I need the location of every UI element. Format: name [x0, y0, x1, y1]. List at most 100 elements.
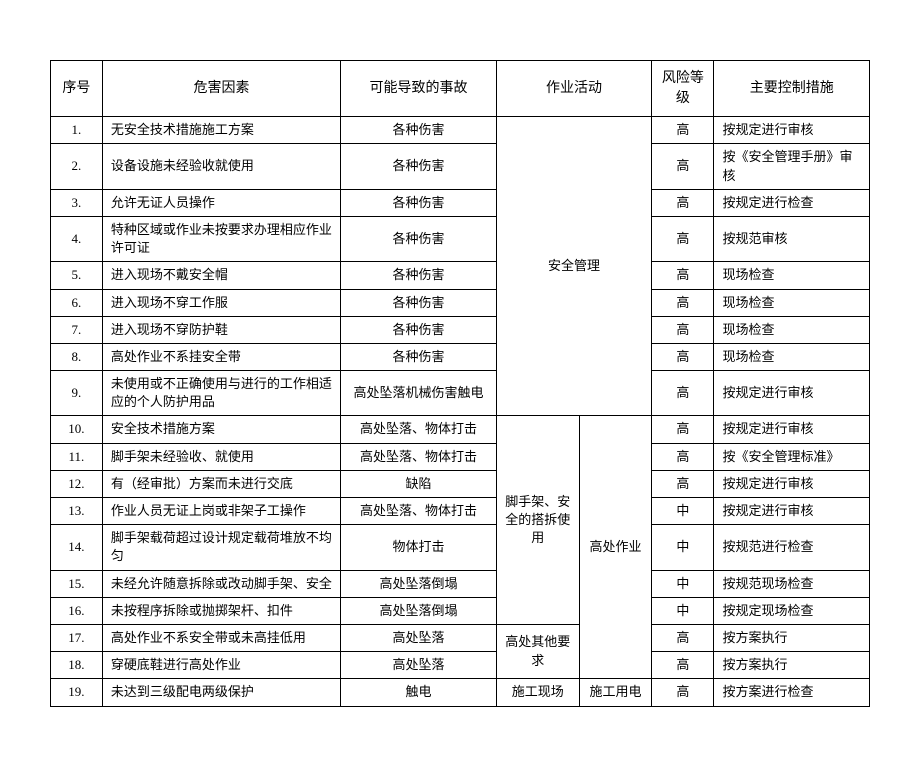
table-row: 19. 未达到三级配电两级保护 触电 施工现场 施工用电 高 按方案进行检查 — [51, 679, 870, 706]
cell-measure: 现场检查 — [714, 343, 870, 370]
cell-measure: 现场检查 — [714, 289, 870, 316]
cell-risk: 高 — [652, 470, 714, 497]
table-row: 13. 作业人员无证上岗或非架子工操作 高处坠落、物体打击 中 按规定进行审核 — [51, 498, 870, 525]
cell-hazard: 未使用或不正确使用与进行的工作相适应的个人防护用品 — [102, 371, 340, 416]
hazard-table: 序号 危害因素 可能导致的事故 作业活动 风险等级 主要控制措施 1. 无安全技… — [50, 60, 870, 707]
cell-hazard: 无安全技术措施施工方案 — [102, 117, 340, 144]
table-row: 8. 高处作业不系挂安全带 各种伤害 高 现场检查 — [51, 343, 870, 370]
table-row: 1. 无安全技术措施施工方案 各种伤害 安全管理 高 按规定进行审核 — [51, 117, 870, 144]
cell-risk: 中 — [652, 525, 714, 570]
cell-hazard: 安全技术措施方案 — [102, 416, 340, 443]
cell-measure: 按规定进行审核 — [714, 117, 870, 144]
cell-measure: 按方案执行 — [714, 624, 870, 651]
cell-measure: 按规定进行审核 — [714, 498, 870, 525]
cell-seq: 13. — [51, 498, 103, 525]
table-row: 17. 高处作业不系安全带或未高挂低用 高处坠落 高处其他要求 高 按方案执行 — [51, 624, 870, 651]
cell-hazard: 设备设施未经验收就使用 — [102, 144, 340, 189]
cell-hazard: 未经允许随意拆除或改动脚手架、安全 — [102, 570, 340, 597]
cell-measure: 按规定现场检查 — [714, 597, 870, 624]
table-row: 6. 进入现场不穿工作服 各种伤害 高 现场检查 — [51, 289, 870, 316]
cell-risk: 中 — [652, 498, 714, 525]
cell-activity-sub2: 施工用电 — [579, 679, 652, 706]
table-row: 4. 特种区域或作业未按要求办理相应作业许可证 各种伤害 高 按规范审核 — [51, 216, 870, 261]
cell-risk: 高 — [652, 144, 714, 189]
cell-hazard: 进入现场不穿工作服 — [102, 289, 340, 316]
cell-accident: 高处坠落、物体打击 — [341, 443, 497, 470]
cell-measure: 现场检查 — [714, 262, 870, 289]
cell-seq: 15. — [51, 570, 103, 597]
table-row: 15. 未经允许随意拆除或改动脚手架、安全 高处坠落倒塌 中 按规范现场检查 — [51, 570, 870, 597]
cell-accident: 各种伤害 — [341, 144, 497, 189]
cell-seq: 5. — [51, 262, 103, 289]
cell-hazard: 穿硬底鞋进行高处作业 — [102, 652, 340, 679]
cell-seq: 17. — [51, 624, 103, 651]
header-hazard: 危害因素 — [102, 61, 340, 117]
cell-accident: 高处坠落机械伤害触电 — [341, 371, 497, 416]
cell-accident: 高处坠落 — [341, 652, 497, 679]
cell-risk: 高 — [652, 117, 714, 144]
cell-measure: 按规定进行检查 — [714, 189, 870, 216]
cell-accident: 各种伤害 — [341, 117, 497, 144]
cell-risk: 高 — [652, 216, 714, 261]
cell-hazard: 有（经审批）方案而未进行交底 — [102, 470, 340, 497]
cell-measure: 按规范进行检查 — [714, 525, 870, 570]
header-measure: 主要控制措施 — [714, 61, 870, 117]
cell-accident: 高处坠落倒塌 — [341, 570, 497, 597]
table-row: 7. 进入现场不穿防护鞋 各种伤害 高 现场检查 — [51, 316, 870, 343]
cell-accident: 高处坠落倒塌 — [341, 597, 497, 624]
cell-risk: 高 — [652, 189, 714, 216]
cell-activity-sub1: 高处其他要求 — [496, 624, 579, 678]
cell-measure: 按规定进行审核 — [714, 371, 870, 416]
cell-seq: 10. — [51, 416, 103, 443]
cell-hazard: 进入现场不戴安全帽 — [102, 262, 340, 289]
cell-measure: 现场检查 — [714, 316, 870, 343]
cell-risk: 高 — [652, 679, 714, 706]
table-row: 18. 穿硬底鞋进行高处作业 高处坠落 高 按方案执行 — [51, 652, 870, 679]
header-row: 序号 危害因素 可能导致的事故 作业活动 风险等级 主要控制措施 — [51, 61, 870, 117]
cell-seq: 7. — [51, 316, 103, 343]
cell-measure: 按方案执行 — [714, 652, 870, 679]
table-row: 10. 安全技术措施方案 高处坠落、物体打击 脚手架、安全的搭拆使用 高处作业 … — [51, 416, 870, 443]
header-accident: 可能导致的事故 — [341, 61, 497, 117]
table-row: 9. 未使用或不正确使用与进行的工作相适应的个人防护用品 高处坠落机械伤害触电 … — [51, 371, 870, 416]
header-risk: 风险等级 — [652, 61, 714, 117]
cell-accident: 缺陷 — [341, 470, 497, 497]
cell-seq: 9. — [51, 371, 103, 416]
cell-seq: 6. — [51, 289, 103, 316]
cell-risk: 中 — [652, 597, 714, 624]
cell-accident: 各种伤害 — [341, 216, 497, 261]
cell-accident: 高处坠落、物体打击 — [341, 498, 497, 525]
cell-hazard: 脚手架载荷超过设计规定载荷堆放不均匀 — [102, 525, 340, 570]
cell-risk: 高 — [652, 652, 714, 679]
cell-seq: 14. — [51, 525, 103, 570]
cell-measure: 按《安全管理手册》审核 — [714, 144, 870, 189]
cell-risk: 中 — [652, 570, 714, 597]
cell-seq: 12. — [51, 470, 103, 497]
cell-seq: 2. — [51, 144, 103, 189]
table-row: 16. 未按程序拆除或抛掷架杆、扣件 高处坠落倒塌 中 按规定现场检查 — [51, 597, 870, 624]
cell-seq: 11. — [51, 443, 103, 470]
table-row: 14. 脚手架载荷超过设计规定载荷堆放不均匀 物体打击 中 按规范进行检查 — [51, 525, 870, 570]
cell-measure: 按规定进行审核 — [714, 470, 870, 497]
cell-hazard: 允许无证人员操作 — [102, 189, 340, 216]
table-row: 11. 脚手架未经验收、就使用 高处坠落、物体打击 高 按《安全管理标准》 — [51, 443, 870, 470]
cell-accident: 触电 — [341, 679, 497, 706]
cell-measure: 按方案进行检查 — [714, 679, 870, 706]
cell-measure: 按《安全管理标准》 — [714, 443, 870, 470]
cell-accident: 各种伤害 — [341, 289, 497, 316]
table-row: 3. 允许无证人员操作 各种伤害 高 按规定进行检查 — [51, 189, 870, 216]
cell-accident: 物体打击 — [341, 525, 497, 570]
cell-accident: 各种伤害 — [341, 189, 497, 216]
cell-risk: 高 — [652, 316, 714, 343]
cell-seq: 8. — [51, 343, 103, 370]
cell-activity-sub2: 高处作业 — [579, 416, 652, 679]
cell-activity: 安全管理 — [496, 117, 651, 416]
cell-hazard: 高处作业不系挂安全带 — [102, 343, 340, 370]
cell-risk: 高 — [652, 416, 714, 443]
cell-hazard: 脚手架未经验收、就使用 — [102, 443, 340, 470]
cell-measure: 按规范现场检查 — [714, 570, 870, 597]
table-row: 12. 有（经审批）方案而未进行交底 缺陷 高 按规定进行审核 — [51, 470, 870, 497]
cell-accident: 高处坠落、物体打击 — [341, 416, 497, 443]
cell-seq: 4. — [51, 216, 103, 261]
cell-measure: 按规范审核 — [714, 216, 870, 261]
